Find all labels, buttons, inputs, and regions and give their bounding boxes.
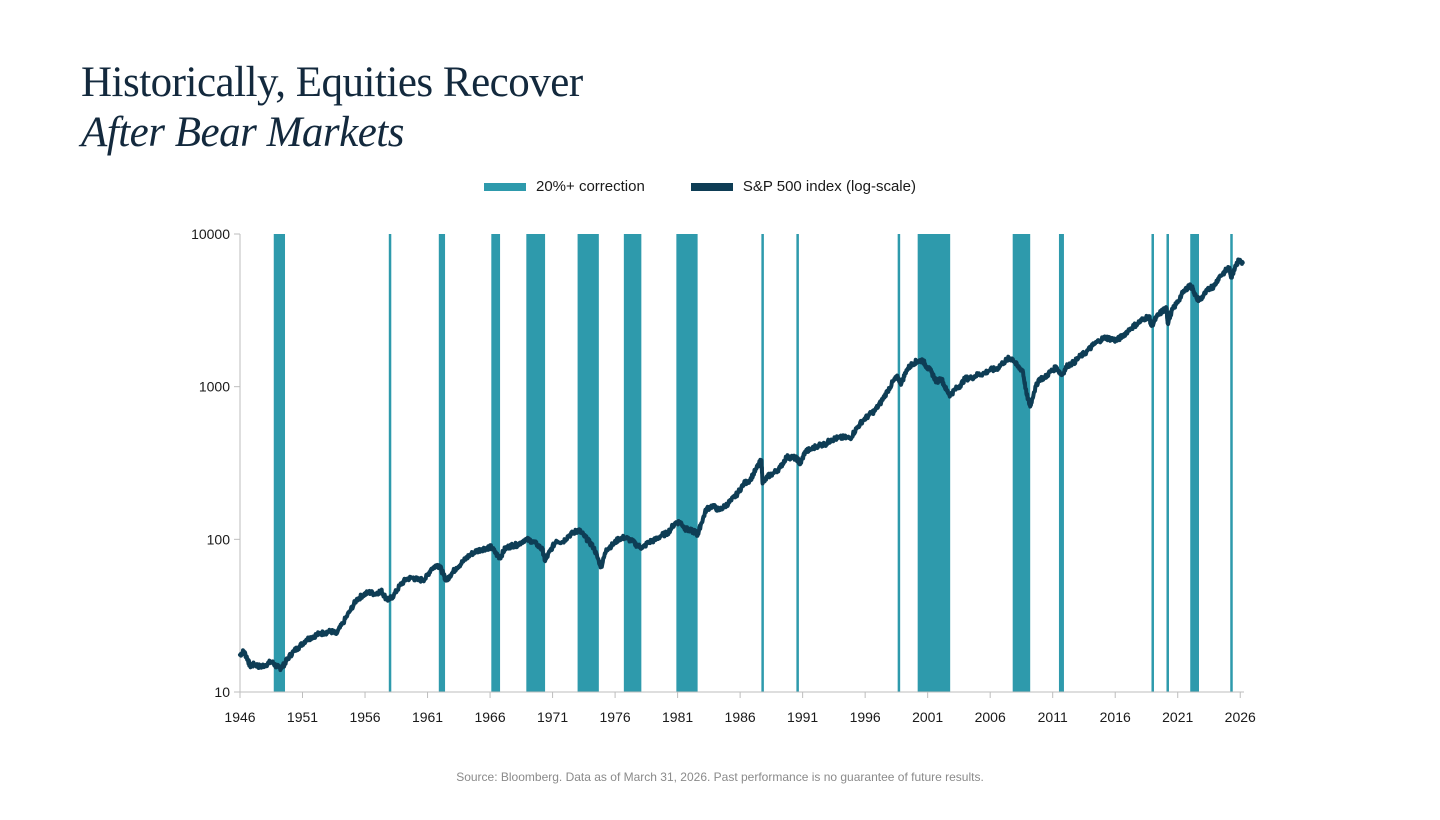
x-tick-label-2: 1956 — [349, 709, 380, 725]
x-tick-label-10: 1996 — [850, 709, 881, 725]
title-line-1: Historically, Equities Recover — [81, 59, 583, 106]
legend-item-correction: 20%+ correction — [484, 178, 645, 195]
x-tick-label-5: 1971 — [537, 709, 568, 725]
x-tick-label-7: 1981 — [662, 709, 693, 725]
title-line-2: After Bear Markets — [81, 109, 404, 156]
legend-label-sp500: S&P 500 index (log-scale) — [742, 178, 916, 195]
legend: 20%+ correction S&P 500 index (log-scale… — [484, 178, 962, 195]
legend-label-correction: 20%+ correction — [536, 178, 645, 195]
x-tick-label-9: 1991 — [787, 709, 818, 725]
sp500-line — [238, 257, 1245, 673]
correction-bar-11 — [917, 234, 951, 692]
correction-bar-6 — [623, 234, 642, 692]
correction-bar-13 — [1058, 234, 1064, 692]
correction-bar-16 — [1190, 234, 1199, 692]
y-tick-label-2: 1000 — [199, 379, 230, 395]
correction-bar-12 — [1012, 234, 1031, 692]
y-tick-label-3: 10000 — [191, 226, 230, 242]
correction-bar-15 — [1166, 234, 1169, 692]
correction-bar-3 — [491, 234, 501, 692]
x-tick-label-15: 2021 — [1162, 709, 1193, 725]
correction-bar-4 — [526, 234, 546, 692]
x-tick-label-0: 1946 — [224, 709, 255, 725]
x-tick-label-14: 2016 — [1100, 709, 1131, 725]
x-tick-label-11: 2001 — [912, 709, 943, 725]
x-tick-label-1: 1951 — [287, 709, 318, 725]
x-tick-label-8: 1986 — [725, 709, 756, 725]
x-tick-label-4: 1966 — [474, 709, 505, 725]
correction-bar-0 — [273, 234, 286, 692]
x-tick-label-16: 2026 — [1225, 709, 1256, 725]
correction-bars — [273, 234, 1233, 692]
chart-title: Historically, Equities Recover After Bea… — [81, 58, 583, 158]
legend-swatch-correction — [484, 182, 526, 191]
correction-bar-2 — [438, 234, 446, 692]
x-tick-label-13: 2011 — [1038, 709, 1068, 725]
axes: 10 100 1000 10000 1946 1951 1956 1961 1966 1971 19… — [191, 226, 1256, 725]
correction-bar-1 — [388, 234, 392, 692]
x-tick-label-3: 1961 — [412, 709, 443, 725]
correction-bar-5 — [577, 234, 599, 692]
source-note: Source: Bloomberg. Data as of March 31, … — [456, 770, 984, 784]
correction-bar-10 — [897, 234, 901, 692]
sp500-series — [238, 257, 1245, 673]
x-tick-label-6: 1976 — [600, 709, 631, 725]
correction-bar-17 — [1230, 234, 1233, 692]
y-tick-label-0: 10 — [214, 684, 230, 700]
correction-bar-14 — [1151, 234, 1154, 692]
y-tick-label-1: 100 — [207, 531, 231, 547]
legend-swatch-sp500 — [690, 182, 733, 191]
x-tick-label-12: 2006 — [975, 709, 1006, 725]
correction-bar-7 — [676, 234, 698, 692]
legend-item-sp500: S&P 500 index (log-scale) — [690, 178, 916, 195]
